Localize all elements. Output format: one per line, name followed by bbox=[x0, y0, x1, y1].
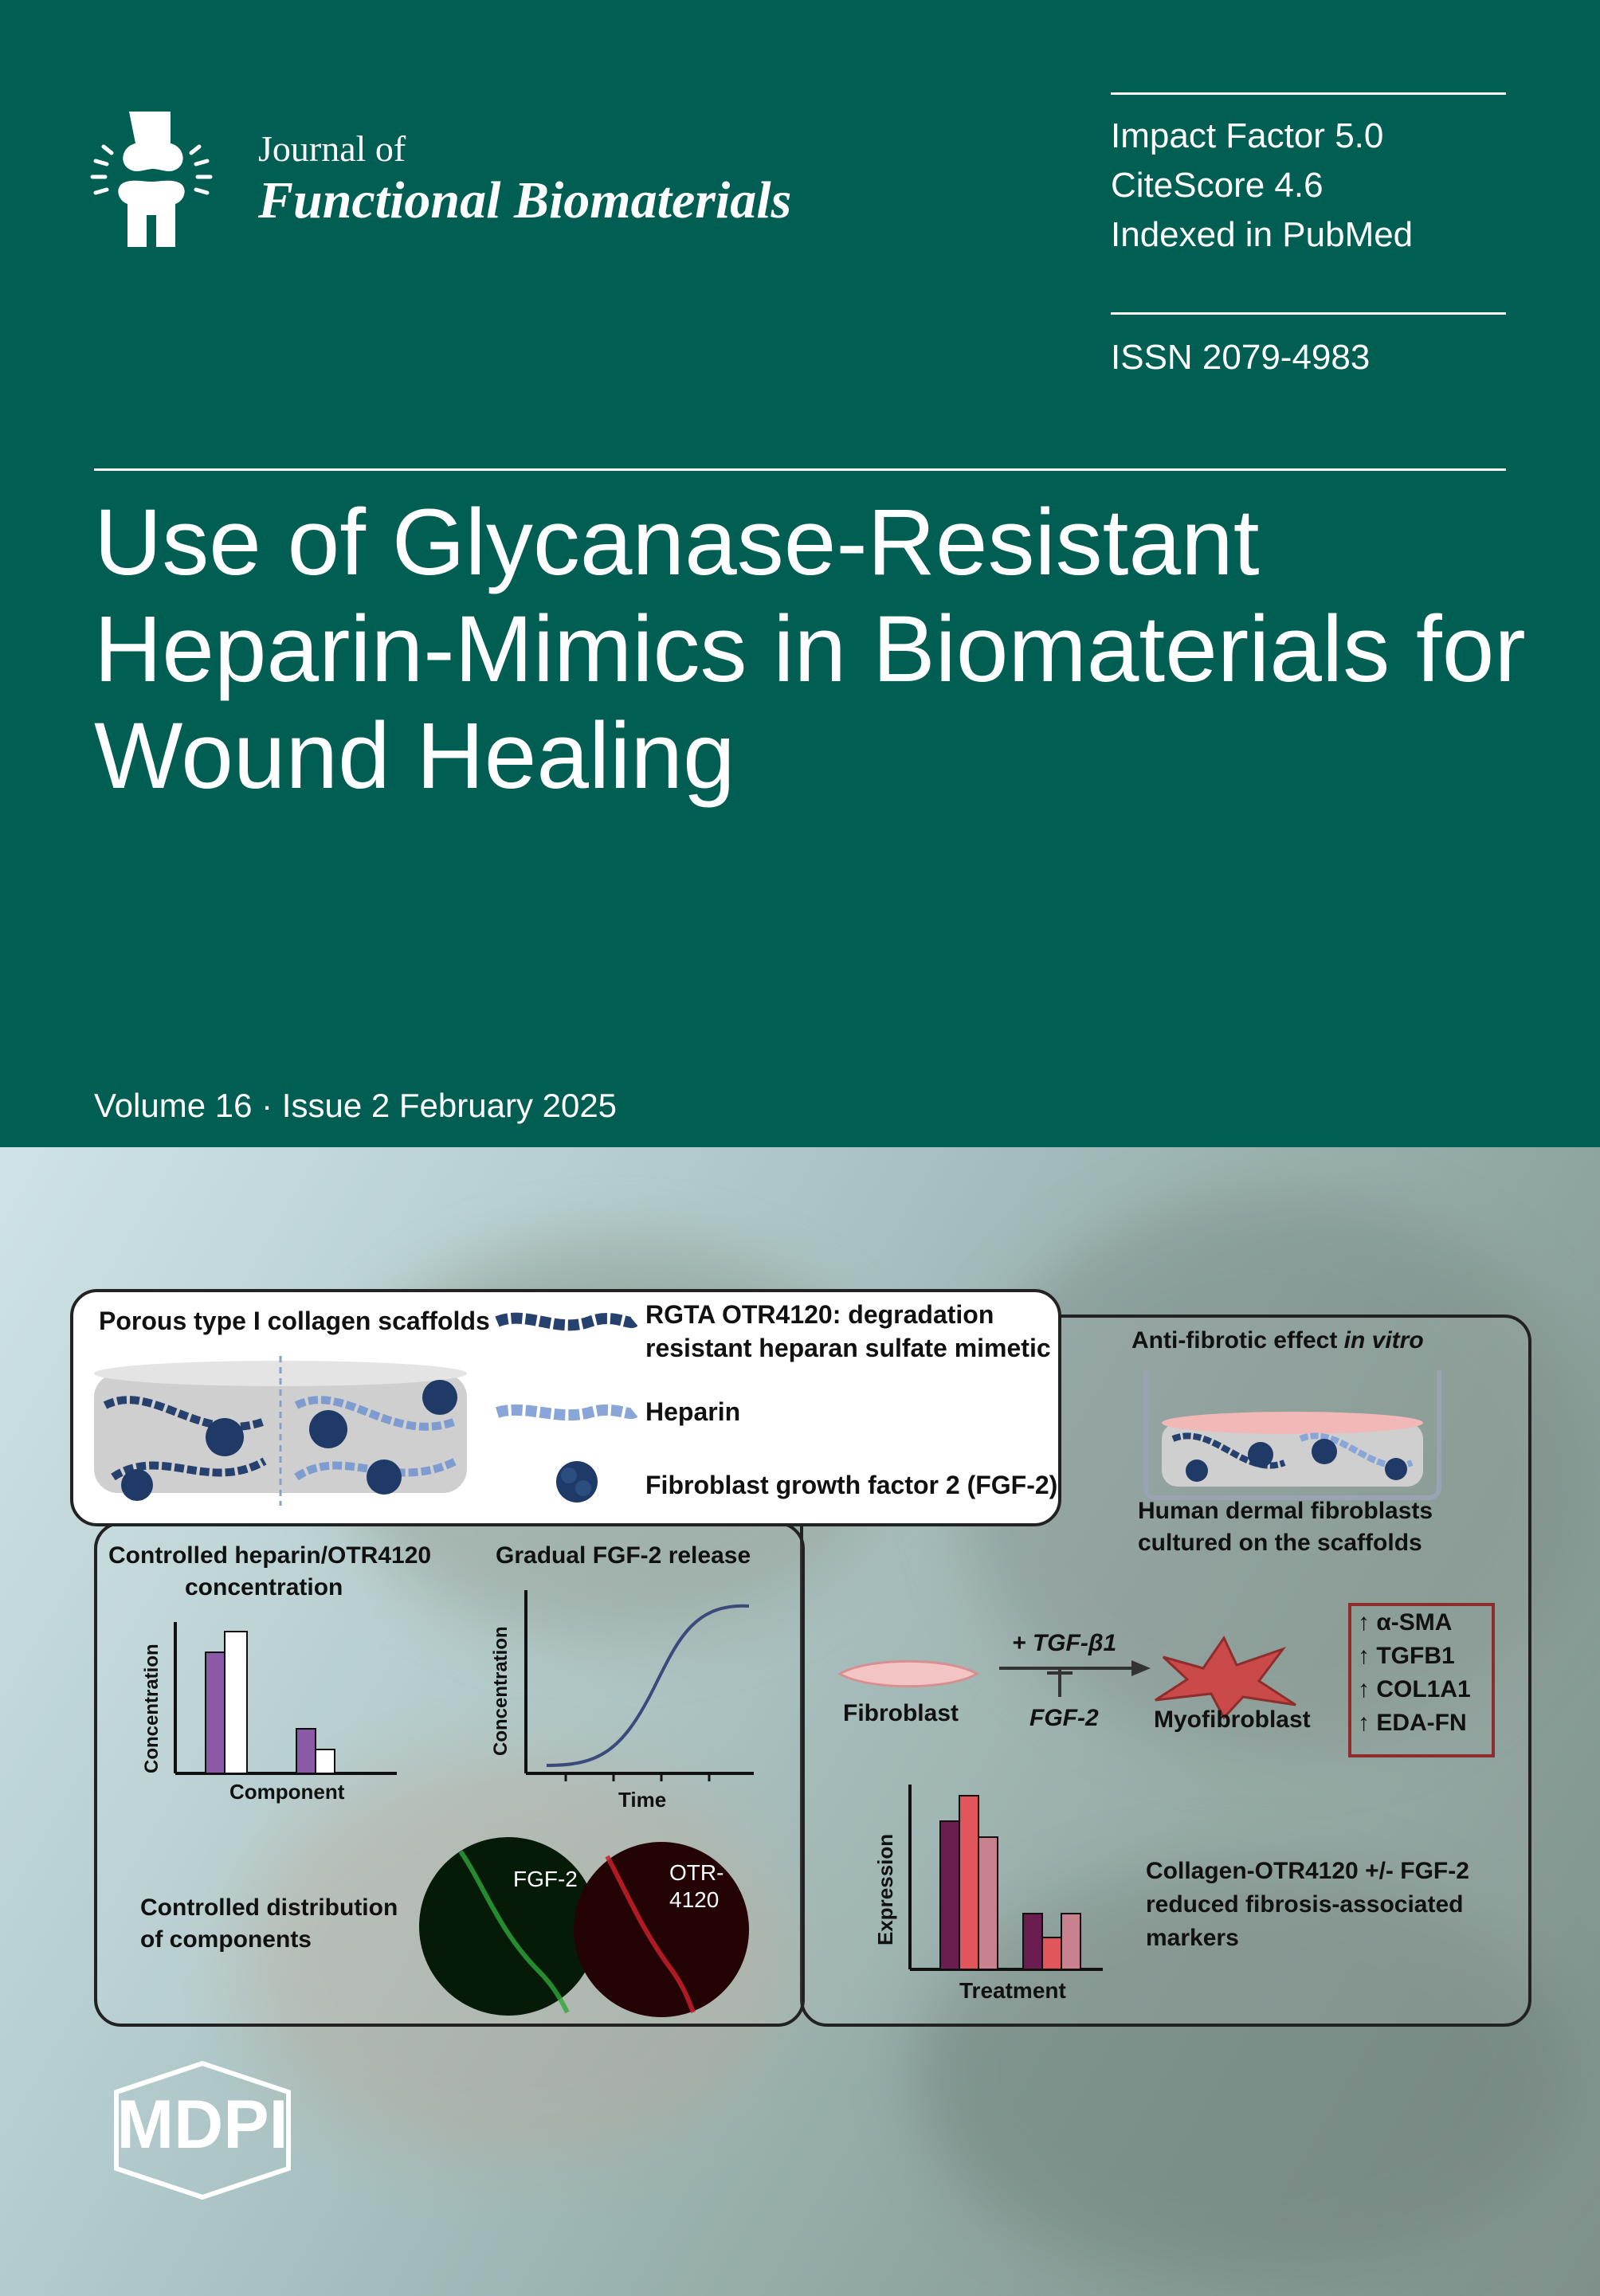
expr-bar-1a bbox=[939, 1820, 960, 1970]
cells-line1: Human dermal fibroblasts bbox=[1138, 1498, 1433, 1524]
journal-prefix: Journal of bbox=[258, 128, 406, 169]
fibroblast-cell-icon bbox=[837, 1659, 979, 1688]
marker-1: ↑ α-SMA bbox=[1358, 1609, 1453, 1636]
article-title: Use of Glycanase-Resistant Heparin-Mimic… bbox=[94, 490, 1526, 809]
fibroblast-label: Fibroblast bbox=[843, 1700, 959, 1726]
marker-3: ↑ COL1A1 bbox=[1358, 1676, 1471, 1702]
conc-title-line1: Controlled heparin/OTR4120 bbox=[108, 1542, 432, 1569]
release-curve-chart: Concentration Time bbox=[490, 1590, 754, 1812]
conversion-arrow-icon bbox=[999, 1660, 1151, 1697]
otr-image-label-line1: OTR- bbox=[669, 1860, 724, 1885]
metrics-bottom-rule bbox=[1111, 312, 1506, 315]
otr-image-label-line2: 4120 bbox=[669, 1887, 719, 1912]
issue-info: Volume 16 · Issue 2 February 2025 bbox=[94, 1087, 618, 1124]
otr4120-chain-icon bbox=[495, 1312, 637, 1331]
bar-xlabel: Component bbox=[229, 1780, 345, 1804]
title-rule bbox=[94, 468, 1506, 471]
concentration-bar-chart: Concentration Component bbox=[141, 1622, 397, 1804]
otr4120-fluorescence bbox=[574, 1842, 749, 2017]
heparin-chain-icon bbox=[495, 1404, 637, 1421]
expression-bar-chart: Expression Treatment bbox=[873, 1785, 1103, 2003]
impact-factor: Impact Factor 5.0 bbox=[1111, 116, 1384, 155]
release-ylabel: Concentration bbox=[490, 1626, 512, 1756]
marker-4: ↑ EDA-FN bbox=[1358, 1710, 1467, 1736]
myofibroblast-label: Myofibroblast bbox=[1154, 1706, 1311, 1733]
antifibrotic-title-italic: in vitro bbox=[1343, 1327, 1424, 1354]
expr-ylabel: Expression bbox=[873, 1834, 897, 1945]
knee-joint-logo-icon bbox=[90, 112, 213, 247]
bar-1a bbox=[205, 1651, 225, 1774]
fgf2-fluorescence bbox=[419, 1837, 598, 2016]
antifibrotic-title: Anti-fibrotic effect in vitro bbox=[1131, 1327, 1424, 1354]
expr-bar-1c bbox=[978, 1836, 998, 1970]
expr-bar-2a bbox=[1022, 1913, 1043, 1970]
tgf-label: + TGF-β1 bbox=[1012, 1630, 1117, 1656]
mdpi-logo-text: MDPI bbox=[117, 2086, 288, 2163]
issn: ISSN 2079-4983 bbox=[1111, 338, 1371, 377]
scaffold-title: Porous type I collagen scaffolds bbox=[99, 1307, 490, 1335]
bar-ylabel: Concentration bbox=[141, 1644, 163, 1773]
release-xlabel: Time bbox=[618, 1788, 666, 1812]
citescore: CiteScore 4.6 bbox=[1111, 166, 1324, 205]
metrics-top-rule bbox=[1111, 92, 1506, 95]
result-line2: reduced fibrosis-associated bbox=[1146, 1891, 1464, 1918]
bar-2b bbox=[315, 1749, 335, 1774]
result-line1: Collagen-OTR4120 +/- FGF-2 bbox=[1146, 1858, 1469, 1884]
cells-line2: cultured on the scaffolds bbox=[1138, 1530, 1422, 1556]
result-line3: markers bbox=[1146, 1925, 1239, 1951]
release-curve bbox=[546, 1604, 750, 1767]
antifibrotic-title-text: Anti-fibrotic effect bbox=[1131, 1327, 1338, 1354]
expr-bar-2b bbox=[1041, 1937, 1062, 1970]
journal-logo bbox=[88, 105, 215, 249]
scaffold-illustration bbox=[94, 1356, 467, 1506]
fgf2-protein-icon bbox=[556, 1461, 598, 1503]
journal-name: Functional Biomaterials bbox=[258, 171, 792, 229]
cover-header-band bbox=[0, 0, 1600, 1147]
expr-bar-1b bbox=[959, 1795, 979, 1970]
mdpi-logo: MDPI bbox=[114, 2060, 291, 2200]
distribution-line2: of components bbox=[140, 1926, 312, 1953]
markers-box bbox=[1348, 1603, 1495, 1757]
legend-fgf2: Fibroblast growth factor 2 (FGF-2) bbox=[645, 1471, 1058, 1499]
legend-otr4120-line1: RGTA OTR4120: degradation bbox=[645, 1300, 994, 1329]
marker-2: ↑ TGFB1 bbox=[1358, 1643, 1455, 1669]
indexed-in: Indexed in PubMed bbox=[1111, 215, 1414, 254]
bar-2a bbox=[296, 1728, 316, 1774]
expr-bar-2c bbox=[1061, 1913, 1081, 1970]
fgf2-inhibit-label: FGF-2 bbox=[1029, 1705, 1099, 1731]
expr-xlabel: Treatment bbox=[959, 1978, 1066, 2003]
legend-otr4120-line2: resistant heparan sulfate mimetic bbox=[645, 1334, 1051, 1362]
conc-title-line2: concentration bbox=[185, 1574, 343, 1601]
legend-heparin: Heparin bbox=[645, 1397, 741, 1426]
culture-well-illustration bbox=[1143, 1370, 1441, 1500]
fluorescence-images: FGF-2 OTR- 4120 bbox=[419, 1837, 749, 2017]
distribution-line1: Controlled distribution bbox=[140, 1894, 398, 1921]
fgf2-image-label: FGF-2 bbox=[513, 1867, 578, 1891]
bar-1b bbox=[224, 1631, 248, 1774]
release-title: Gradual FGF-2 release bbox=[496, 1542, 751, 1569]
myofibroblast-cell-icon bbox=[1155, 1635, 1296, 1720]
